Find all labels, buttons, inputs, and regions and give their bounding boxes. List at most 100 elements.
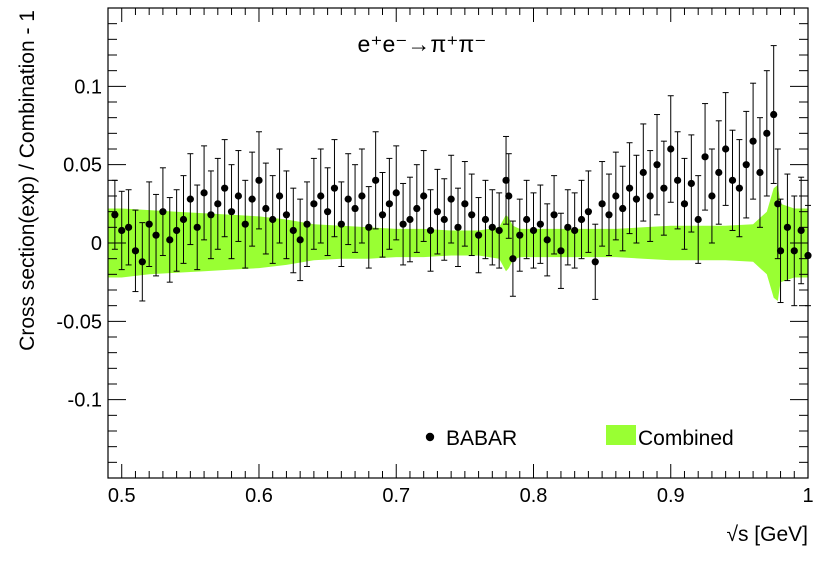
data-point [303,220,311,228]
data-point [495,226,503,235]
x-tick-label: 0.6 [245,485,273,507]
babar-point [221,139,229,238]
babar-point [317,148,325,244]
babar-point [138,222,146,302]
babar-point [529,192,538,269]
babar-point [433,168,442,255]
x-tick-label: 0.9 [657,485,685,507]
babar-point [296,198,304,282]
babar-point [461,161,469,247]
data-point [282,211,291,219]
babar-point [468,173,476,257]
babar-point [505,153,513,239]
babar-point [495,192,503,269]
babar-point [159,167,167,257]
x-tick-label: 0.7 [382,485,410,507]
data-point [687,179,695,188]
babar-point [694,175,702,264]
data-point [337,220,345,228]
data-point [536,220,544,228]
data-point [173,226,181,235]
data-point [296,236,304,244]
data-point [591,258,599,266]
data-point [523,215,531,224]
data-point [571,226,579,235]
babar-point [275,148,284,244]
babar-point [749,82,757,200]
data-point [468,211,476,219]
data-point [426,226,435,235]
babar-point [282,170,291,260]
babar-point [303,181,311,267]
babar-point [193,184,201,271]
babar-point [214,157,222,250]
y-tick-label: -0.1 [68,390,102,412]
babar-point [790,195,798,307]
data-point [674,176,682,184]
babar-point [310,157,318,250]
data-point [584,208,592,216]
babar-point [722,92,730,206]
data-point [420,192,428,200]
babar-point [674,131,682,230]
ticks-layer [107,7,809,479]
babar-point [543,203,551,277]
data-point [262,204,270,213]
data-point [310,200,318,208]
data-point [372,176,380,184]
data-point [317,192,325,200]
babar-point [619,165,627,252]
chart-title: e⁺e⁻→π⁺π⁻ [358,31,487,57]
data-point [193,223,201,231]
babar-point [365,186,373,269]
data-point [774,200,782,208]
x-axis-label: √s [GeV] [726,523,808,546]
data-point [742,161,750,169]
babar-point [770,45,778,184]
data-point [124,223,133,231]
babar-point [406,176,414,263]
data-point [227,208,236,216]
babar-point [728,129,737,231]
data-point [138,258,146,266]
babar-point [131,209,140,293]
babar-point [399,182,407,266]
data-point [735,184,743,192]
data-point [461,200,469,208]
babar-point [708,148,716,244]
babar-point [667,95,675,203]
data-point [214,200,222,208]
babar-point [186,153,194,246]
legend-label-babar: BABAR [446,427,517,450]
babar-point [776,198,785,304]
data-point [509,255,517,263]
data-point [111,211,119,219]
data-point [447,195,455,203]
data-point [221,184,229,192]
data-point [797,226,805,235]
babar-point [605,173,613,257]
data-point [660,184,668,192]
data-point [550,211,558,219]
babar-point [413,164,421,253]
data-point [166,236,174,244]
data-point [625,184,634,192]
babar-point [680,157,689,250]
babar-point [536,184,544,264]
data-point [145,220,153,228]
data-point [488,223,496,231]
y-tick-label: 0 [91,233,102,255]
data-point [413,204,421,213]
data-point [385,200,393,208]
data-point [179,215,188,224]
babar-point [241,179,249,269]
babar-point [227,164,236,260]
data-point [680,200,689,208]
tick-labels: 0.5 0.6 0.7 0.8 0.9 1 0.1 0.05 0 -0.05 -0.1 [56,76,813,507]
babar-point [166,197,174,283]
data-point [399,220,407,228]
data-point [207,211,215,219]
data-point [529,226,538,235]
